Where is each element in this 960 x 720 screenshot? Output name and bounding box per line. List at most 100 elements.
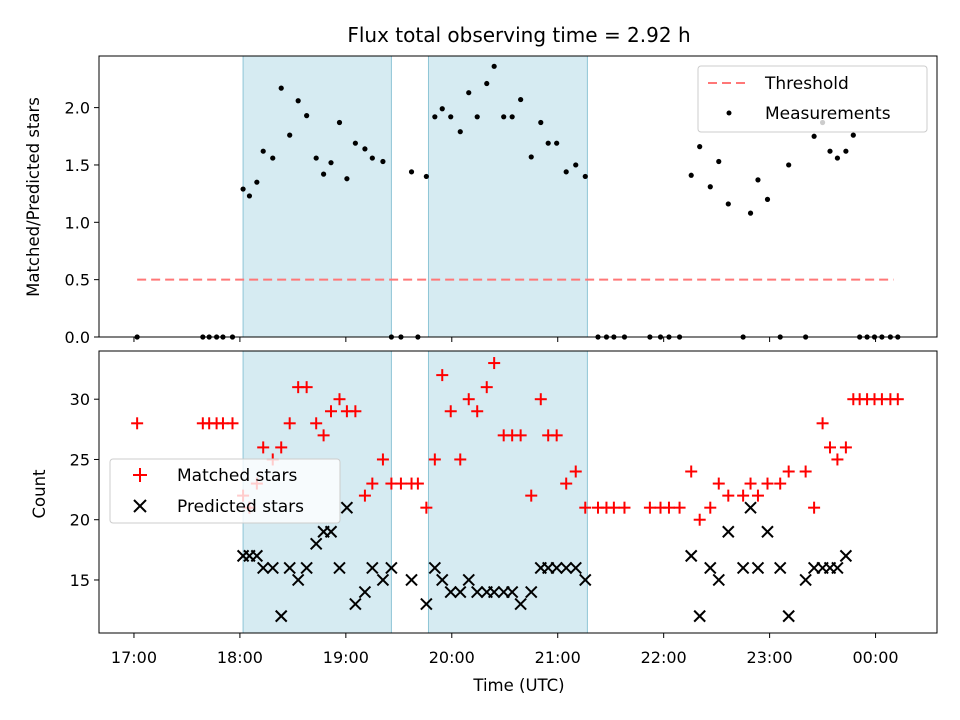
ratio-panel-ylabel: Matched/Predicted stars: [24, 97, 43, 297]
predicted-star-point: [712, 573, 725, 587]
matched-star-point: [283, 417, 296, 430]
measurement-point: [509, 114, 515, 120]
measurement-point: [295, 98, 301, 104]
matched-star-point: [839, 441, 852, 454]
measurement-point: [545, 140, 551, 146]
matched-star-point: [704, 501, 717, 514]
count-xtick-label: 20:00: [429, 648, 475, 667]
matched-star-point: [411, 477, 424, 490]
measurement-point: [313, 155, 319, 161]
measurement-point: [344, 176, 350, 182]
predicted-star-point: [736, 561, 750, 575]
measurement-point: [369, 155, 375, 161]
measurement-point: [582, 173, 588, 180]
predicted-star-point: [333, 561, 346, 575]
measurement-point: [362, 146, 368, 152]
ratio-ytick-label: 0.5: [65, 271, 90, 290]
count-xtick-label: 00:00: [852, 648, 898, 667]
measurement-point: [697, 144, 703, 150]
matched-star-point: [514, 429, 527, 442]
measurement-point: [491, 63, 497, 69]
predicted-star-point: [428, 561, 442, 575]
count-xtick-label: 21:00: [535, 648, 581, 667]
matched-star-point: [436, 369, 449, 382]
measurement-point: [518, 96, 524, 103]
measurement-point: [538, 119, 544, 126]
matched-star-point: [257, 441, 270, 454]
predicted-star-point: [799, 573, 812, 587]
count-xtick-label: 18:00: [217, 648, 263, 667]
matched-star-point: [534, 393, 547, 406]
measurement-point: [380, 158, 386, 165]
matched-star-point: [300, 381, 313, 394]
matched-star-point: [823, 441, 836, 454]
measurement-point: [501, 114, 507, 120]
predicted-star-point: [257, 561, 270, 575]
count-xtick-label: 22:00: [641, 648, 687, 667]
predicted-star-point: [385, 561, 398, 575]
matched-star-point: [376, 453, 389, 466]
matched-star-point: [550, 429, 563, 442]
predicted-star-point: [693, 609, 706, 623]
measurement-point: [439, 106, 445, 112]
measurement-point: [328, 160, 334, 166]
measurement-point: [423, 173, 429, 180]
matched-star-point: [454, 453, 467, 466]
legend-matched-swatch: [133, 468, 147, 482]
predicted-star-point: [505, 585, 519, 599]
predicted-star-point: [569, 561, 582, 575]
matched-star-point: [488, 357, 501, 370]
measurement-point: [554, 140, 560, 146]
predicted-star-point: [685, 549, 698, 563]
count-panel-frame: [98, 350, 938, 634]
matched-star-point: [480, 381, 493, 394]
measurement-point: [246, 193, 253, 199]
observing-interval-1: [242, 55, 392, 338]
ratio-legend: Threshold Measurements: [697, 65, 928, 133]
predicted-star-point: [839, 549, 853, 563]
matched-star-point: [325, 405, 338, 418]
measurement-point: [254, 179, 260, 185]
measurement-point: [278, 85, 284, 91]
matched-star-point: [366, 477, 379, 490]
matched-star-point: [662, 501, 675, 514]
matched-star-point: [317, 429, 330, 442]
ratio-ytick-label: 2.0: [65, 99, 90, 118]
measurement-point: [827, 148, 833, 154]
predicted-star-point: [300, 561, 313, 575]
measurement-point: [811, 133, 817, 139]
predicted-star-point: [436, 573, 449, 587]
measurement-point: [432, 114, 438, 120]
predicted-star-point: [349, 597, 362, 611]
predicted-star-point: [454, 585, 467, 599]
measurement-point: [240, 186, 246, 192]
predicted-star-point: [525, 585, 538, 599]
predicted-star-point: [773, 561, 787, 575]
measurement-point: [336, 119, 343, 126]
predicted-star-point: [782, 609, 795, 623]
matched-star-point: [333, 393, 346, 406]
matched-star-point: [525, 489, 538, 502]
count-panel-xlabel: Time (UTC): [472, 676, 564, 695]
ratio-ytick-label: 1.0: [65, 213, 90, 232]
measurement-point: [304, 113, 310, 119]
legend-predicted-label: Predicted stars: [177, 497, 304, 517]
count-ytick-label: 30: [70, 390, 90, 409]
observing-interval-2: [427, 350, 588, 634]
predicted-star-point: [462, 573, 475, 587]
measurement-point: [466, 90, 472, 96]
predicted-star-point: [358, 585, 372, 599]
predicted-star-point: [250, 549, 264, 563]
matched-star-point: [744, 477, 757, 490]
matched-star-point: [560, 477, 573, 490]
ratio-ytick-label: 1.5: [65, 156, 90, 175]
ratio-panel: 0.00.51.01.52.0 Matched/Predicted stars …: [24, 55, 938, 347]
matched-star-point: [310, 417, 323, 430]
matched-star-point: [462, 393, 475, 406]
measurement-point: [260, 148, 266, 154]
measurement-point: [707, 184, 713, 190]
matched-star-point: [693, 513, 706, 526]
predicted-star-point: [761, 525, 774, 538]
measurement-point: [850, 132, 856, 138]
matched-star-point: [471, 405, 484, 418]
